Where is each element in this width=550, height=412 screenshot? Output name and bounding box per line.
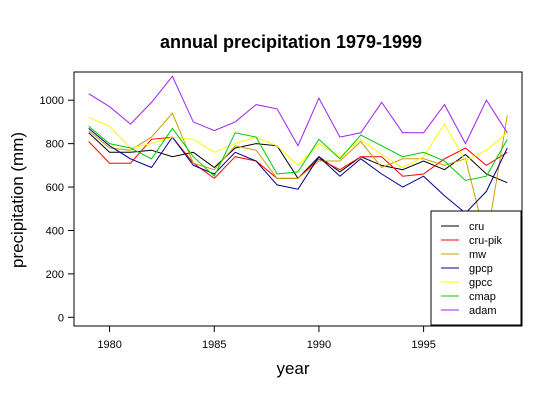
series-line-adam bbox=[88, 75, 508, 147]
y-tick-label: 200 bbox=[46, 269, 64, 281]
legend-label-gpcp: gpcp bbox=[469, 263, 493, 275]
y-axis-label: precipitation (mm) bbox=[8, 132, 27, 268]
chart-title: annual precipitation 1979-1999 bbox=[160, 32, 422, 52]
series-lines bbox=[88, 75, 508, 242]
legend-label-gpcc: gpcc bbox=[469, 277, 493, 289]
y-tick-label: 1000 bbox=[40, 95, 64, 107]
series-line-cmap bbox=[88, 125, 508, 182]
series-line-gpcp bbox=[88, 128, 508, 214]
y-tick-label: 0 bbox=[58, 312, 64, 324]
legend-label-adam: adam bbox=[469, 305, 497, 317]
legend: cru cru-pik mw gpcp gpcc cmap adam bbox=[430, 210, 522, 326]
legend-label-cru: cru bbox=[469, 221, 484, 233]
legend-label-cmap: cmap bbox=[469, 291, 496, 303]
y-tick-label: 400 bbox=[46, 225, 64, 237]
series-line-cru bbox=[88, 132, 508, 184]
x-tick-label: 1990 bbox=[307, 339, 331, 351]
x-axis-label: year bbox=[276, 359, 309, 378]
x-tick-label: 1980 bbox=[97, 339, 121, 351]
series-line-gpcc bbox=[88, 117, 508, 169]
plot-frame bbox=[73, 71, 523, 327]
legend-label-cru-pik: cru-pik bbox=[469, 235, 503, 247]
series-line-mw bbox=[88, 112, 508, 242]
legend-label-mw: mw bbox=[469, 249, 486, 261]
y-tick-label: 800 bbox=[46, 139, 64, 151]
x-tick-label: 1985 bbox=[202, 339, 226, 351]
y-axis: 0 200 400 600 800 1000 bbox=[40, 95, 74, 324]
x-tick-label: 1995 bbox=[411, 339, 435, 351]
y-tick-label: 600 bbox=[46, 182, 64, 194]
x-axis: 1980 1985 1990 1995 bbox=[97, 326, 436, 351]
